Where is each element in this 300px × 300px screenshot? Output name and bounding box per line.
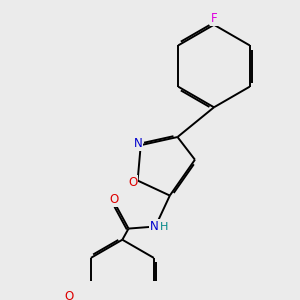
Text: H: H (160, 221, 169, 232)
Text: N: N (134, 136, 142, 150)
Text: O: O (110, 193, 119, 206)
Text: N: N (150, 220, 159, 233)
Text: O: O (128, 176, 137, 189)
Text: F: F (211, 12, 217, 25)
Text: O: O (65, 290, 74, 300)
